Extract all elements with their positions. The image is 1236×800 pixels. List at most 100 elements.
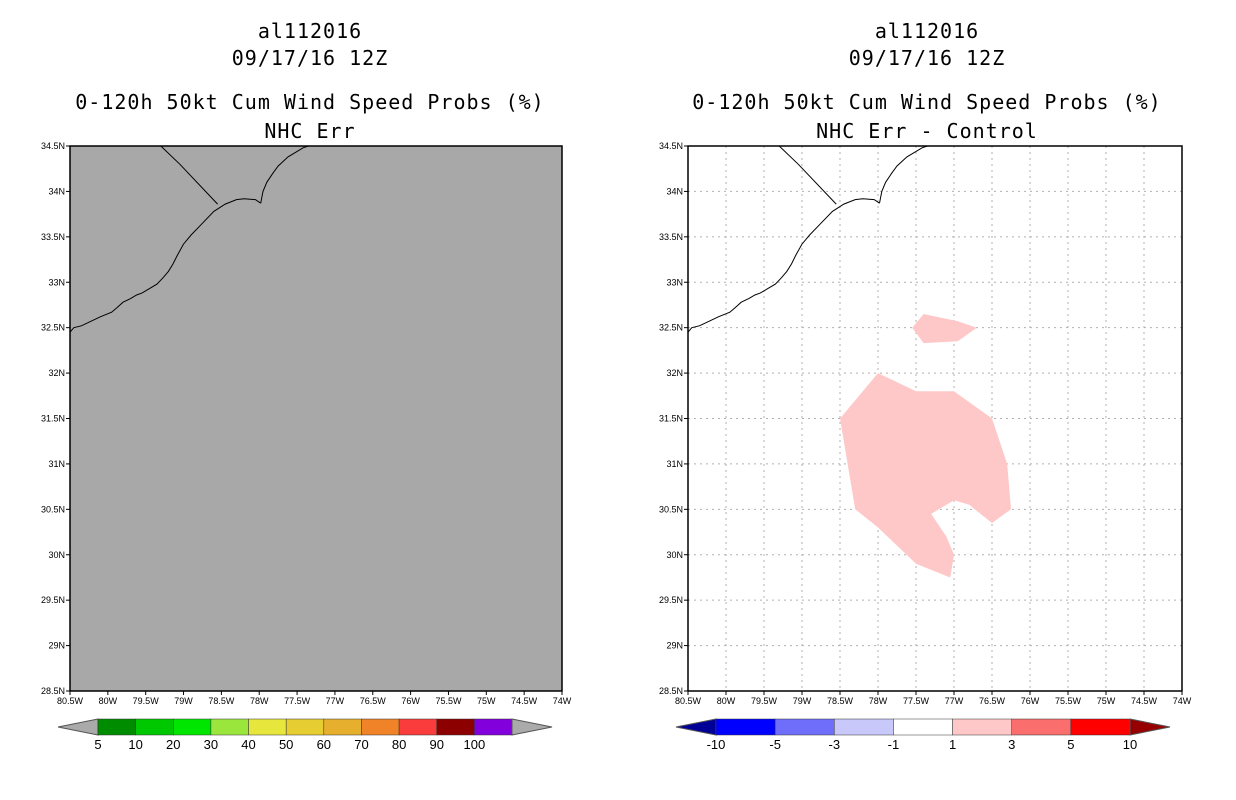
colorbar-label: -3 [829, 737, 841, 752]
right-title-subtitle: NHC Err - Control [816, 119, 1038, 143]
colorbar-label: 3 [1008, 737, 1015, 752]
left-title-product: 0-120h 50kt Cum Wind Speed Probs (%) [75, 90, 545, 114]
map-panel-1: 80.5W 80W 79.5W 79W 78.5W 78W 77.5W 77W 76.5W 76W… [41, 141, 572, 706]
colorbar-over-triangle [511, 718, 553, 736]
colorbar-label: 10 [128, 737, 142, 752]
map-panel-2: 80.5W 80W 79.5W 79W 78.5W 78W 77.5W 77W 76.5W 76W… [659, 141, 1192, 706]
y-tick-label: 29.5N [41, 595, 65, 605]
x-tick-label: 76.5W [979, 696, 1006, 706]
x-tick-label: 75W [1097, 696, 1116, 706]
colorbar-1: 5 10 20 30 40 50 60 70 80 90 100 [57, 718, 553, 752]
colorbar-label: 60 [317, 737, 331, 752]
y-tick-label: 32.5N [41, 323, 65, 333]
map-background [70, 146, 562, 691]
y-tick-label: 32N [48, 368, 65, 378]
y-tick-label: 30.5N [41, 504, 65, 514]
x-tick-label: 80.5W [57, 696, 84, 706]
colorbar-label: 70 [354, 737, 368, 752]
x-tick-label: 80W [717, 696, 736, 706]
y-tick-label: 31.5N [41, 414, 65, 424]
y-tick-label: 33N [48, 277, 65, 287]
colorbar-box [715, 718, 776, 736]
colorbar-label: 80 [392, 737, 406, 752]
colorbar-label: 20 [166, 737, 180, 752]
colorbar-label: 5 [94, 737, 101, 752]
x-tick-label: 78.5W [208, 696, 235, 706]
state-border-line [160, 145, 218, 205]
colorbar-label: 10 [1123, 737, 1137, 752]
x-tick-label: 77W [945, 696, 964, 706]
y-tick-label: 30.5N [659, 504, 683, 514]
colorbar-label: 30 [204, 737, 218, 752]
x-tick-label: 74.5W [1131, 696, 1158, 706]
colorbar-box [285, 718, 325, 736]
y-tick-label: 31N [666, 459, 683, 469]
colorbar-box [210, 718, 249, 736]
y-tick-label: 34.5N [41, 141, 65, 151]
x-tick-label: 77W [326, 696, 345, 706]
colorbar-box [1070, 718, 1131, 736]
y-tick-label: 29N [48, 641, 65, 651]
colorbar-box [398, 718, 437, 736]
colorbar-box [135, 718, 174, 736]
right-title-storm-id: al112016 [874, 19, 980, 43]
left-title-datetime: 09/17/16 12Z [231, 46, 389, 70]
coastline [69, 198, 261, 333]
x-tick-label: 76.5W [360, 696, 387, 706]
y-tick-label: 29.5N [659, 595, 683, 605]
colorbar-label: 100 [464, 737, 486, 752]
left-title-storm-id: al112016 [257, 19, 363, 43]
y-tick-label: 31N [48, 459, 65, 469]
x-tick-label: 75.5W [1055, 696, 1082, 706]
x-tick-label: 75.5W [435, 696, 462, 706]
colorbar-box [474, 718, 513, 736]
y-tick-label: 33N [666, 277, 683, 287]
y-tick-label: 30N [666, 550, 683, 560]
y-tick-label: 33.5N [41, 232, 65, 242]
y-tick-label: 32N [666, 368, 683, 378]
x-tick-label: 79W [793, 696, 812, 706]
x-tick-label: 74W [1173, 696, 1192, 706]
y-tick-label: 33.5N [659, 232, 683, 242]
right-title-datetime: 09/17/16 12Z [848, 46, 1006, 70]
x-tick-label: 74W [553, 696, 572, 706]
colorbar-label: 1 [949, 737, 956, 752]
colorbar-under-triangle [675, 718, 717, 736]
colorbar-label: 5 [1067, 737, 1074, 752]
state-border-line [778, 145, 837, 205]
x-tick-label: 77.5W [903, 696, 930, 706]
x-tick-label: 79.5W [751, 696, 778, 706]
probability-region-1 [912, 314, 977, 344]
x-tick-label: 78.5W [827, 696, 854, 706]
coastline [687, 198, 880, 333]
right-title-product: 0-120h 50kt Cum Wind Speed Probs (%) [692, 90, 1162, 114]
colorbar-box [952, 718, 1012, 736]
colorbar-box [1011, 718, 1072, 736]
probability-region-2 [840, 373, 1011, 578]
colorbar-box [361, 718, 400, 736]
x-tick-label: 79.5W [133, 696, 160, 706]
colorbar-label: -1 [888, 737, 900, 752]
colorbar-label: 50 [279, 737, 293, 752]
colorbar-over-triangle [1129, 718, 1171, 736]
colorbar-box [893, 718, 953, 736]
colorbar-label: 90 [429, 737, 443, 752]
y-tick-label: 34N [48, 186, 65, 196]
left-title-subtitle: NHC Err [264, 119, 356, 143]
y-tick-label: 34.5N [659, 141, 683, 151]
y-tick-label: 30N [48, 550, 65, 560]
x-tick-label: 74.5W [511, 696, 538, 706]
colorbar-label: -10 [707, 737, 726, 752]
x-tick-label: 80.5W [675, 696, 702, 706]
colorbar-box [834, 718, 894, 736]
y-tick-label: 28.5N [41, 686, 65, 696]
x-tick-label: 80W [99, 696, 118, 706]
x-tick-label: 76W [401, 696, 420, 706]
y-tick-label: 29N [666, 641, 683, 651]
colorbar-box [248, 718, 287, 736]
x-tick-label: 77.5W [284, 696, 311, 706]
colorbar-box [323, 718, 362, 736]
coastline [879, 145, 928, 204]
x-tick-label: 75W [477, 696, 496, 706]
